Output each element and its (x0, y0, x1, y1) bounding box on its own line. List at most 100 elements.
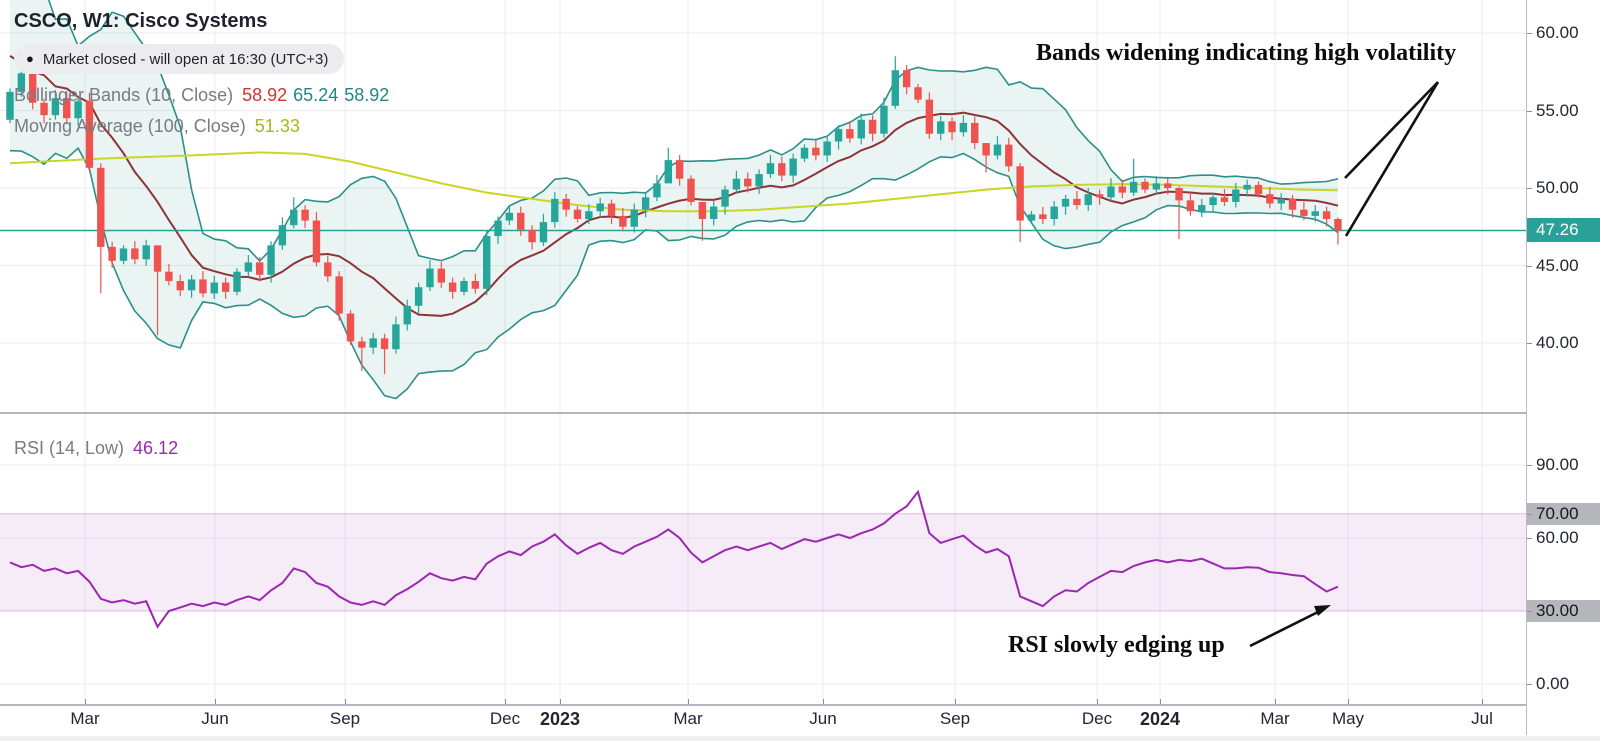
candle-body (1209, 197, 1217, 206)
candle-body (346, 313, 355, 342)
candle-body (562, 198, 570, 210)
candle-body (789, 158, 797, 176)
market-status-text: Market closed - will open at 16:30 (UTC+… (42, 50, 329, 68)
axis-tick (1527, 538, 1532, 540)
candle-body (85, 101, 94, 168)
bollinger-upper-value: 65.24 (293, 85, 339, 105)
axis-tick (560, 699, 561, 704)
candle-body (233, 271, 241, 292)
axis-tick (345, 699, 346, 704)
time-axis-month-label: Mar (70, 709, 100, 728)
candle-body (221, 282, 230, 292)
candle-body (448, 282, 457, 292)
candle-body (494, 220, 502, 237)
candle-body (710, 206, 718, 219)
candle-body (823, 141, 831, 156)
candle-body (460, 281, 468, 292)
candle-body (483, 236, 491, 289)
candle-body (176, 281, 184, 291)
rsi-band-fill (0, 513, 1526, 612)
chart-canvas[interactable] (0, 0, 1526, 704)
bollinger-legend-row[interactable]: Bollinger Bands (10, Close) 58.92 65.24 58.… (14, 85, 389, 106)
candle-body (335, 276, 343, 314)
candle-body (403, 305, 411, 325)
candle-body (1027, 214, 1036, 221)
price-tick-label: 60.00 (1536, 23, 1579, 42)
candle-body (1334, 219, 1342, 231)
axis-tick (1275, 699, 1276, 704)
volatility-arrow-lower (1344, 81, 1440, 237)
candle-body (573, 209, 582, 219)
candle-body (142, 245, 150, 260)
candle-body (653, 183, 661, 198)
rsi-tick-label: 30.00 (1527, 600, 1600, 622)
bollinger-lower-value: 58.92 (344, 85, 390, 105)
candle-body (857, 119, 865, 139)
candle-body (1254, 184, 1263, 195)
rsi-arrow (1249, 608, 1323, 648)
candle-body (119, 248, 128, 261)
candle-body (471, 281, 480, 289)
candle-body (1311, 211, 1319, 216)
axis-tick (1527, 684, 1532, 685)
candle-body (312, 220, 321, 263)
price-tick-label: 50.00 (1536, 178, 1579, 197)
candle-body (755, 174, 763, 187)
axis-tick (505, 699, 506, 704)
panel-separator[interactable] (0, 412, 1600, 414)
axis-tick (1160, 699, 1161, 704)
price-tick-label: 40.00 (1536, 333, 1579, 352)
symbol-title[interactable]: CSCO, W1: Cisco Systems (14, 10, 268, 32)
bollinger-legend-label: Bollinger Bands (10, Close) (14, 85, 234, 105)
price-axis[interactable]: 60.00 55.00 50.00 45.00 40.00 90.00 70.00 60.00… (1526, 0, 1600, 735)
candle-body (607, 203, 616, 216)
market-status-pill: ● Market closed - will open at 16:30 (UT… (14, 44, 345, 74)
candle-body (619, 215, 627, 227)
candle-body (1266, 194, 1274, 204)
axis-tick (1527, 513, 1532, 515)
candle-body (1073, 198, 1081, 206)
time-axis-year-label: 2024 (1139, 709, 1181, 729)
candle-body (290, 209, 298, 226)
candle-body (902, 70, 911, 88)
candle-body (414, 287, 423, 306)
volatility-annotation-text: Bands widening indicating high volatilit… (1036, 40, 1457, 66)
axis-tick (688, 699, 689, 704)
candle-body (948, 121, 956, 133)
candle-body (1005, 144, 1013, 167)
candle-body (528, 229, 536, 243)
candle-body (256, 262, 264, 275)
time-axis-year-label: 2023 (539, 709, 581, 729)
candle-body (63, 98, 71, 119)
bollinger-upper-line (47, 0, 1339, 263)
candle-body (937, 121, 945, 134)
time-axis-month-label: Dec (1081, 709, 1113, 728)
candle-body (369, 338, 377, 348)
candle-body (40, 102, 48, 116)
axis-tick (1527, 33, 1532, 34)
candle-body (29, 73, 37, 103)
rsi-tick-label: 90.00 (1536, 455, 1579, 475)
candle-body (766, 163, 775, 175)
time-axis[interactable]: Mar Jun Sep Dec 2023 Mar Jun Sep Dec 2024 Mar May Ju… (0, 699, 1526, 736)
candle-body (585, 211, 593, 219)
candle-body (165, 271, 173, 281)
candle-body (698, 201, 707, 219)
axis-tick (215, 699, 216, 704)
rsi-legend-row[interactable]: RSI (14, Low) 46.12 (14, 438, 178, 459)
candle-body (675, 160, 684, 179)
volatility-arrow-upper (1344, 81, 1439, 179)
candle-body (732, 178, 741, 190)
candle-body (971, 122, 979, 144)
candle-body (812, 147, 820, 156)
candle-body (278, 225, 287, 246)
candle-body (380, 338, 389, 350)
ma-legend-row[interactable]: Moving Average (100, Close) 51.33 (14, 116, 300, 137)
candle-body (1095, 194, 1104, 198)
axis-tick (823, 699, 824, 704)
bollinger-basis-line (9, 55, 1339, 317)
candle-body (846, 129, 854, 139)
candle-body (17, 73, 26, 92)
axis-tick (1482, 699, 1483, 704)
